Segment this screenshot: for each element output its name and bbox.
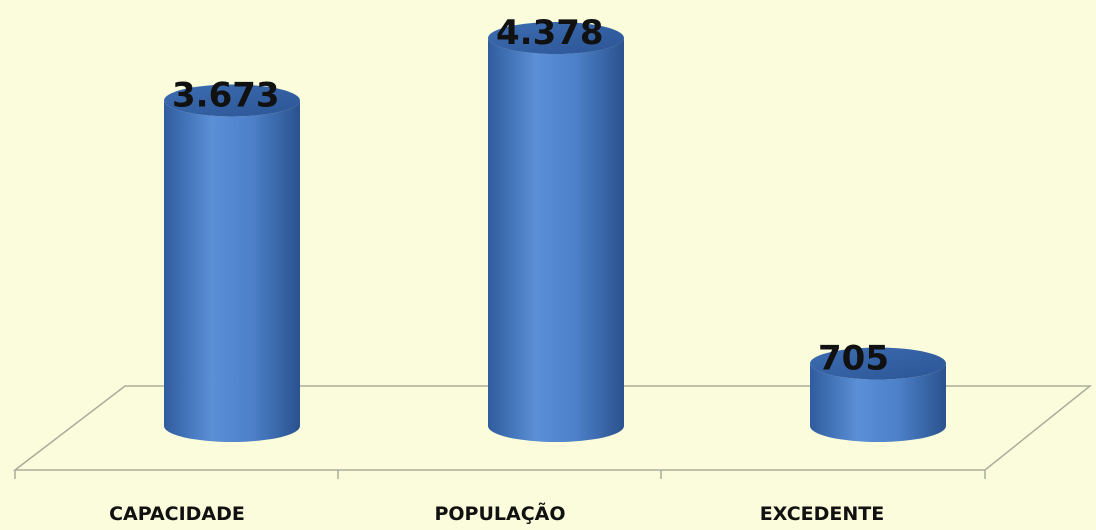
category-label-populacao: POPULAÇÃO — [434, 501, 565, 525]
bar-body-populacao — [488, 38, 624, 442]
bar-body-capacidade — [164, 100, 300, 442]
category-label-excedente: EXCEDENTE — [760, 503, 884, 525]
bar-top-excedente — [810, 347, 946, 380]
bar-capacidade — [164, 84, 300, 442]
data-label-excedente: 705 — [818, 339, 889, 379]
data-label-capacidade: 3.673 — [172, 75, 280, 115]
chart-floor — [12, 385, 1093, 479]
category-label-capacidade: CAPACIDADE — [109, 503, 245, 525]
bar-body-excedente — [810, 363, 946, 442]
data-label-populacao: 4.378 — [496, 13, 604, 53]
bar-top-capacidade — [164, 84, 300, 117]
bar-excedente — [810, 347, 946, 442]
bar-populacao — [488, 22, 624, 442]
bars-group — [164, 22, 946, 442]
data-labels-group: 3.673 4.378 705 — [172, 13, 889, 379]
category-labels-group: CAPACIDADE POPULAÇÃO EXCEDENTE — [109, 501, 884, 525]
bar-top-populacao — [488, 22, 624, 54]
